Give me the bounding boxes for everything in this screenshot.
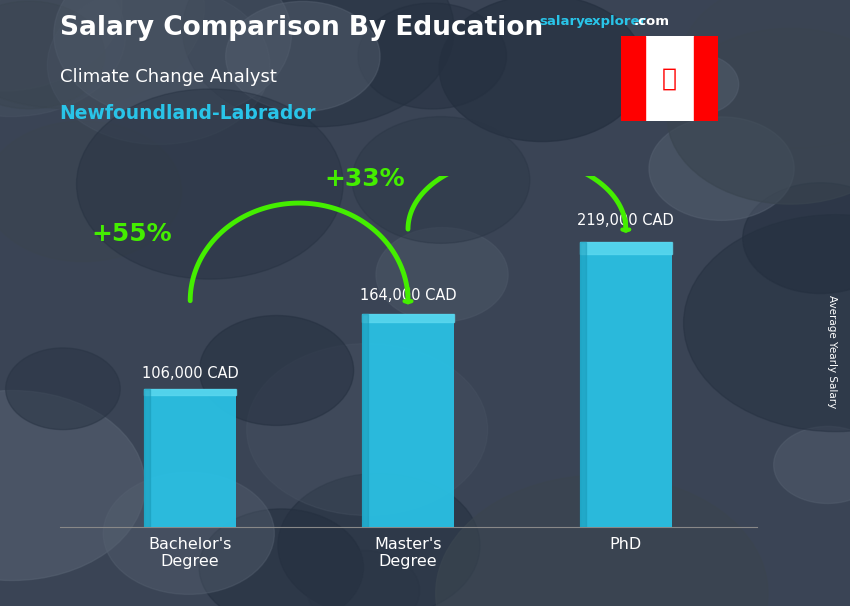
Bar xyxy=(362,314,454,527)
Circle shape xyxy=(774,427,850,504)
Circle shape xyxy=(0,121,182,262)
Circle shape xyxy=(307,550,420,606)
Text: +55%: +55% xyxy=(91,222,172,246)
Circle shape xyxy=(667,28,850,204)
Circle shape xyxy=(0,1,105,108)
Circle shape xyxy=(439,0,644,142)
Bar xyxy=(580,242,672,527)
Bar xyxy=(580,242,672,253)
Text: explorer: explorer xyxy=(583,15,646,28)
Circle shape xyxy=(54,0,292,119)
Circle shape xyxy=(652,53,739,115)
Circle shape xyxy=(376,228,508,322)
Bar xyxy=(144,389,236,395)
Text: 164,000 CAD: 164,000 CAD xyxy=(360,288,456,302)
Circle shape xyxy=(199,509,364,606)
Circle shape xyxy=(0,0,126,116)
Text: 🍁: 🍁 xyxy=(662,67,677,91)
Text: Climate Change Analyst: Climate Change Analyst xyxy=(60,68,276,86)
Circle shape xyxy=(103,472,275,594)
Circle shape xyxy=(76,89,343,279)
Text: +33%: +33% xyxy=(324,167,405,191)
Circle shape xyxy=(352,116,530,244)
Circle shape xyxy=(649,117,794,221)
Circle shape xyxy=(436,475,768,606)
Bar xyxy=(580,242,586,527)
Bar xyxy=(694,36,718,121)
Bar xyxy=(362,314,368,527)
Circle shape xyxy=(225,1,380,112)
Circle shape xyxy=(680,0,850,148)
Text: Average Yearly Salary: Average Yearly Salary xyxy=(827,295,837,408)
Text: Newfoundland-Labrador: Newfoundland-Labrador xyxy=(60,104,316,123)
Circle shape xyxy=(183,0,454,127)
Circle shape xyxy=(200,316,354,425)
Circle shape xyxy=(743,183,850,293)
Bar xyxy=(620,36,645,121)
Circle shape xyxy=(0,0,204,108)
Text: .com: .com xyxy=(633,15,669,28)
Circle shape xyxy=(246,344,488,516)
Circle shape xyxy=(6,348,120,430)
Bar xyxy=(144,389,150,527)
Bar xyxy=(362,314,454,322)
Text: 106,000 CAD: 106,000 CAD xyxy=(142,366,239,381)
Bar xyxy=(144,389,236,527)
Circle shape xyxy=(48,0,269,144)
Circle shape xyxy=(683,215,850,431)
Circle shape xyxy=(0,0,122,91)
Text: Salary Comparison By Education: Salary Comparison By Education xyxy=(60,15,542,41)
Text: 219,000 CAD: 219,000 CAD xyxy=(577,213,674,228)
Text: salary: salary xyxy=(540,15,586,28)
Circle shape xyxy=(0,390,145,581)
Circle shape xyxy=(358,3,507,109)
Circle shape xyxy=(278,473,480,606)
